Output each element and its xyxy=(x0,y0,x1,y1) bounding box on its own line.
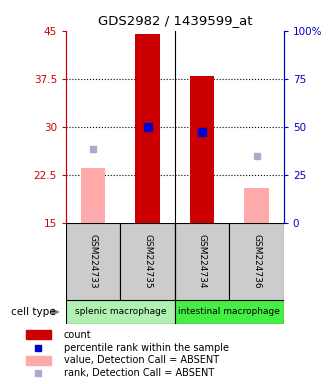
Title: GDS2982 / 1439599_at: GDS2982 / 1439599_at xyxy=(98,14,252,27)
Bar xyxy=(244,187,269,223)
Text: cell type: cell type xyxy=(12,307,56,317)
Bar xyxy=(120,223,175,300)
Text: GSM224733: GSM224733 xyxy=(89,234,98,288)
Text: intestinal macrophage: intestinal macrophage xyxy=(179,308,280,316)
Text: GSM224735: GSM224735 xyxy=(143,234,152,288)
Bar xyxy=(190,76,214,223)
Bar xyxy=(229,223,284,300)
Text: percentile rank within the sample: percentile rank within the sample xyxy=(63,343,228,353)
Text: count: count xyxy=(63,329,91,339)
Bar xyxy=(66,300,175,324)
Text: splenic macrophage: splenic macrophage xyxy=(75,308,166,316)
Bar xyxy=(26,356,51,365)
Bar xyxy=(175,223,229,300)
Bar xyxy=(175,300,284,324)
Bar xyxy=(135,34,160,223)
Bar xyxy=(26,330,51,339)
Text: rank, Detection Call = ABSENT: rank, Detection Call = ABSENT xyxy=(63,368,214,378)
Text: GSM224734: GSM224734 xyxy=(198,234,207,288)
Text: GSM224736: GSM224736 xyxy=(252,234,261,288)
Bar xyxy=(81,168,106,223)
Text: value, Detection Call = ABSENT: value, Detection Call = ABSENT xyxy=(63,356,219,366)
Bar xyxy=(66,223,120,300)
